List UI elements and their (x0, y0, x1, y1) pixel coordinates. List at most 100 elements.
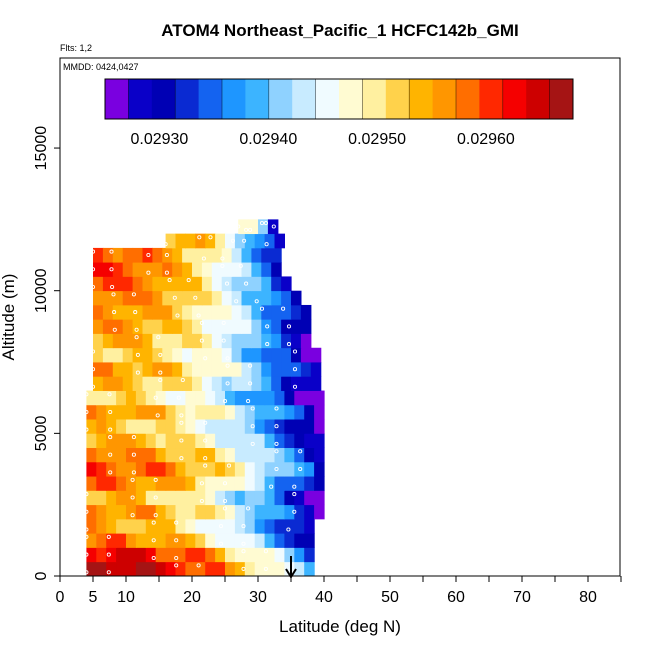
observation-point (264, 242, 269, 247)
heatmap-cell (300, 304, 312, 320)
heatmap-cell (142, 333, 153, 349)
heatmap-cell (132, 376, 144, 391)
heatmap-cell (142, 319, 153, 334)
y-tick-label: 15000 (33, 126, 50, 171)
heatmap-cell (225, 433, 236, 449)
heatmap-cell (96, 490, 107, 506)
heatmap-cell (195, 233, 206, 249)
heatmap-cell (96, 461, 107, 477)
observation-point (130, 513, 135, 518)
observation-point (180, 377, 185, 383)
heatmap-cell (162, 276, 173, 292)
heatmap-cell (162, 290, 173, 306)
heatmap-cell (294, 404, 305, 420)
heatmap-cell (205, 447, 216, 463)
heatmap-cell (304, 518, 315, 534)
observation-point (274, 441, 279, 446)
heatmap-cell (145, 447, 157, 463)
observation-point (220, 263, 225, 268)
heatmap-cell (271, 347, 282, 363)
heatmap-cell (267, 219, 279, 235)
heatmap-cell (172, 362, 183, 377)
heatmap-cell (241, 290, 252, 306)
observation-point (135, 352, 140, 357)
heatmap-cell (261, 290, 272, 306)
observation-point (224, 281, 230, 286)
heatmap-cell (145, 518, 157, 534)
heatmap-cell (185, 533, 196, 548)
heatmap-cell (152, 376, 163, 391)
heatmap-cell (254, 504, 266, 520)
heatmap-cell (284, 447, 295, 463)
heatmap-cell (106, 390, 117, 406)
heatmap-cell (122, 347, 134, 363)
heatmap-cell (162, 262, 173, 277)
heatmap-cell (304, 504, 315, 520)
heatmap-cell (182, 262, 193, 277)
heatmap-cell (261, 319, 272, 334)
heatmap-cell (291, 333, 302, 349)
heatmap-cell (145, 390, 157, 406)
observation-point (135, 370, 140, 375)
heatmap-cell (86, 461, 97, 477)
observation-point (131, 452, 136, 457)
observation-point (158, 370, 163, 375)
observation-point (90, 267, 96, 272)
heatmap-cell (231, 347, 243, 363)
heatmap-cell (205, 533, 216, 548)
heatmap-cell (185, 461, 196, 477)
heatmap-cell (221, 304, 233, 320)
heatmap-cell (215, 490, 226, 506)
observation-point (84, 492, 89, 497)
observation-point (174, 555, 179, 561)
observation-point (269, 484, 274, 489)
heatmap-cell (126, 433, 137, 449)
heatmap-cell (271, 290, 282, 306)
heatmap-cell (211, 347, 223, 363)
heatmap-cell (142, 347, 153, 363)
heatmap-cell (201, 362, 213, 377)
heatmap-cell (225, 561, 236, 577)
observation-point (134, 335, 139, 340)
heatmap-cell (304, 490, 315, 506)
colorbar-swatch (315, 79, 340, 119)
heatmap-cell (106, 433, 117, 449)
observation-point (146, 270, 151, 275)
heatmap-cell (165, 561, 177, 577)
heatmap-cell (234, 504, 246, 520)
observation-point (84, 509, 89, 514)
heatmap-cell (251, 304, 262, 320)
observation-point (174, 538, 179, 543)
heatmap-cell (281, 376, 292, 391)
heatmap-cell (264, 447, 276, 463)
heatmap-cell (251, 333, 262, 349)
heatmap-cell (254, 547, 266, 563)
heatmap-cell (254, 461, 266, 477)
heatmap-cell (175, 518, 186, 534)
observation-points (84, 221, 303, 575)
observation-point (220, 256, 225, 261)
observation-point (201, 256, 206, 261)
observation-point (234, 299, 239, 304)
heatmap-cell (231, 290, 243, 306)
heatmap-cell (225, 461, 236, 477)
heatmap-cell (241, 362, 252, 377)
heatmap-cell (205, 490, 216, 506)
heatmap-cell (211, 290, 223, 306)
heatmap-cell (106, 476, 117, 491)
heatmap-cell (93, 247, 104, 263)
heatmap-cell (244, 419, 256, 434)
observation-point (244, 281, 249, 286)
heatmap-cell (264, 476, 276, 491)
heatmap-cell (215, 547, 226, 563)
heatmap-cell (215, 533, 226, 548)
heatmap-cell (152, 347, 163, 363)
heatmap-cell (205, 390, 216, 406)
heatmap-cell (135, 561, 147, 577)
heatmap-cell (274, 404, 285, 420)
heatmap-cell (135, 504, 147, 520)
heatmap-cell (284, 547, 295, 563)
heatmap-cell (274, 447, 285, 463)
heatmap-cell (291, 319, 302, 334)
heatmap-cell (248, 219, 259, 235)
